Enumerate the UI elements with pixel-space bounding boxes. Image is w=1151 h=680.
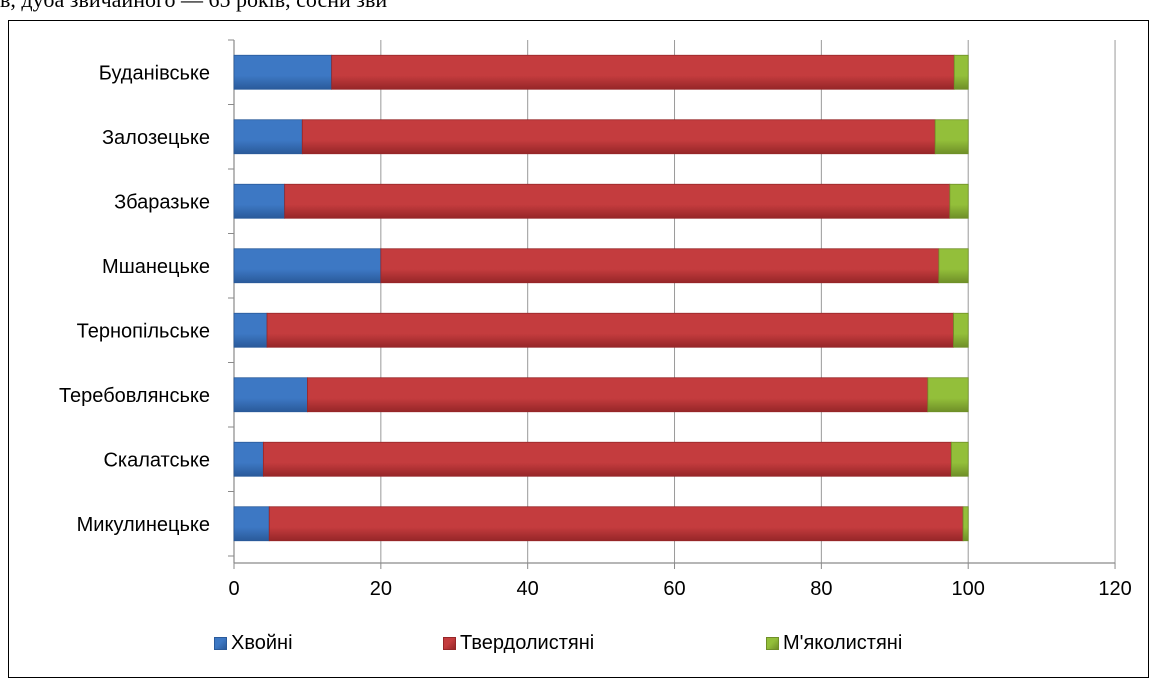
document-text-fragment: в, дуба звичайного — 65 років, сосни зви [0, 0, 387, 14]
legend-label-conifer: Хвойні [231, 631, 293, 654]
bar-segment-conifer [233, 183, 286, 219]
bar-segment-conifer [233, 54, 333, 90]
legend-item-conifer: Хвойні [214, 628, 293, 658]
legend-swatch-conifer [214, 636, 227, 650]
legend-item-hardwood: Твердолистяні [443, 628, 594, 658]
legend-label-softwood: М'яколистяні [783, 631, 903, 654]
bar-segment-softwood [950, 441, 969, 477]
bar-segment-hardwood [331, 54, 955, 90]
legend-label-hardwood: Твердолистяні [460, 631, 595, 654]
x-tick-label: 100 [952, 578, 985, 600]
legend: Хвойні Твердолистяні М'яколистяні [0, 628, 1151, 658]
bar-segment-conifer [233, 441, 264, 477]
bar-segment-conifer [233, 377, 308, 413]
bar-segment-conifer [233, 248, 382, 284]
bar-segment-softwood [938, 248, 969, 284]
legend-swatch-softwood [766, 636, 779, 650]
bar-segment-conifer [233, 312, 268, 348]
bar-segment-conifer [233, 119, 303, 155]
category-label: Залозецьке [102, 127, 210, 149]
category-label: Теребовлянське [59, 385, 210, 407]
x-tick-label: 0 [228, 578, 239, 600]
x-tick-label: 80 [810, 578, 832, 600]
category-label: Мшанецьке [102, 256, 210, 278]
bar-segment-hardwood [268, 506, 964, 542]
category-label: Тернопільське [77, 320, 210, 342]
axis-labels: 0 20 40 60 80 100 120 Буданівське Залозецьке Збар… [59, 62, 1132, 600]
bars [233, 54, 969, 542]
bar-segment-hardwood [307, 377, 929, 413]
bar-segment-softwood [953, 312, 969, 348]
grid-lines [380, 40, 1116, 563]
category-label: Скалатське [103, 449, 210, 471]
x-tick-label: 60 [663, 578, 685, 600]
x-tick-label: 40 [517, 578, 539, 600]
axes [228, 39, 1116, 569]
bar-segment-hardwood [266, 312, 954, 348]
legend-swatch-hardwood [443, 636, 456, 650]
bar-segment-hardwood [262, 441, 952, 477]
x-tick-label: 120 [1098, 578, 1131, 600]
bar-segment-conifer [233, 506, 270, 542]
legend-item-softwood: М'яколистяні [766, 628, 902, 658]
bar-segment-softwood [962, 506, 969, 542]
x-tick-label: 20 [370, 578, 392, 600]
category-label: Буданівське [99, 62, 210, 84]
bar-segment-softwood [949, 183, 969, 219]
category-label: Збаразьке [114, 191, 210, 213]
category-label: Микулинецьке [77, 514, 210, 536]
bar-segment-softwood [927, 377, 969, 413]
bar-segment-hardwood [301, 119, 936, 155]
bar-segment-hardwood [380, 248, 940, 284]
bar-segment-softwood [953, 54, 969, 90]
bar-segment-softwood [934, 119, 969, 155]
bar-segment-hardwood [284, 183, 951, 219]
